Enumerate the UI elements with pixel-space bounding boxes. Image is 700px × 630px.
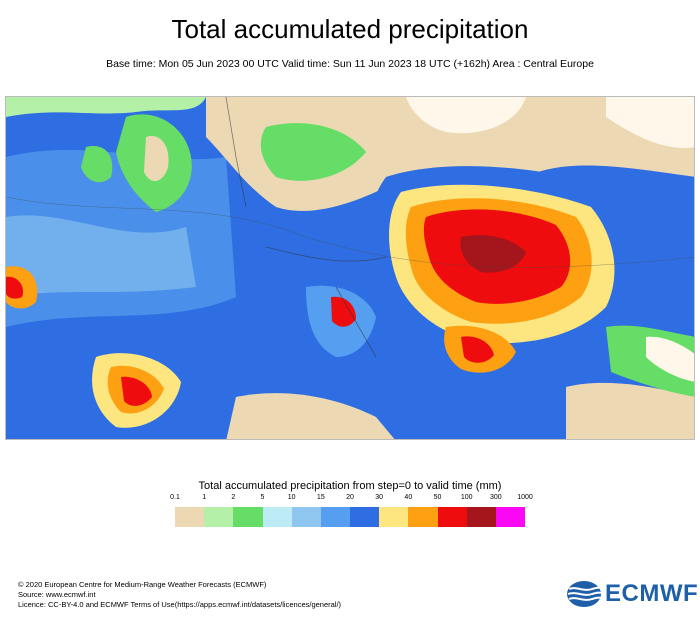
logo-text: ECMWF <box>605 580 699 607</box>
copyright-text: © 2020 European Centre for Medium-Range … <box>18 580 267 589</box>
legend-swatch <box>175 507 205 527</box>
legend-tick-label: 1000 <box>517 494 533 501</box>
legend-tick-label: 30 <box>375 494 384 501</box>
footer: © 2020 European Centre for Medium-Range … <box>18 580 341 610</box>
legend-tick-label: 15 <box>316 494 325 501</box>
legend-tick-label: 300 <box>489 494 502 501</box>
chart-subtitle: Base time: Mon 05 Jun 2023 00 UTC Valid … <box>106 58 594 70</box>
legend-swatch <box>466 507 496 527</box>
ecmwf-logo-icon <box>567 581 602 607</box>
legend-title: Total accumulated precipitation from ste… <box>198 480 502 492</box>
legend-swatch <box>437 507 467 527</box>
legend-swatch <box>495 507 526 527</box>
legend-swatch <box>262 507 292 527</box>
licence-text: Licence: CC-BY-4.0 and ECMWF Terms of Us… <box>18 600 342 609</box>
map-graphic <box>6 97 694 439</box>
precipitation-map <box>5 96 695 440</box>
legend-swatches <box>175 507 526 527</box>
legend-tick-label: 40 <box>404 494 413 501</box>
legend-tick-label: 1 <box>202 494 207 501</box>
legend-swatch <box>408 507 438 527</box>
ecmwf-logo: ECMWF <box>566 580 698 608</box>
chart-title: Total accumulated precipitation <box>171 14 529 44</box>
legend-tick-label: 20 <box>346 494 354 501</box>
legend-swatch <box>320 507 351 527</box>
legend-tick-label: 0.1 <box>170 494 180 501</box>
legend-swatch <box>204 507 234 527</box>
legend-swatch <box>233 507 263 527</box>
legend-swatch <box>350 507 380 527</box>
legend-tick-label: 50 <box>433 494 442 501</box>
color-legend: 0.1 1 2 5 10 15 20 30 40 50 100 300 1000 <box>170 494 533 534</box>
legend-swatch <box>291 507 321 527</box>
legend-swatch <box>379 507 409 527</box>
source-text: Source: www.ecmwf.int <box>18 590 96 599</box>
legend-tick-label: 100 <box>460 494 473 501</box>
legend-tick-label: 2 <box>231 494 236 501</box>
legend-tick-label: 5 <box>260 494 265 501</box>
legend-tick-label: 10 <box>287 494 296 501</box>
